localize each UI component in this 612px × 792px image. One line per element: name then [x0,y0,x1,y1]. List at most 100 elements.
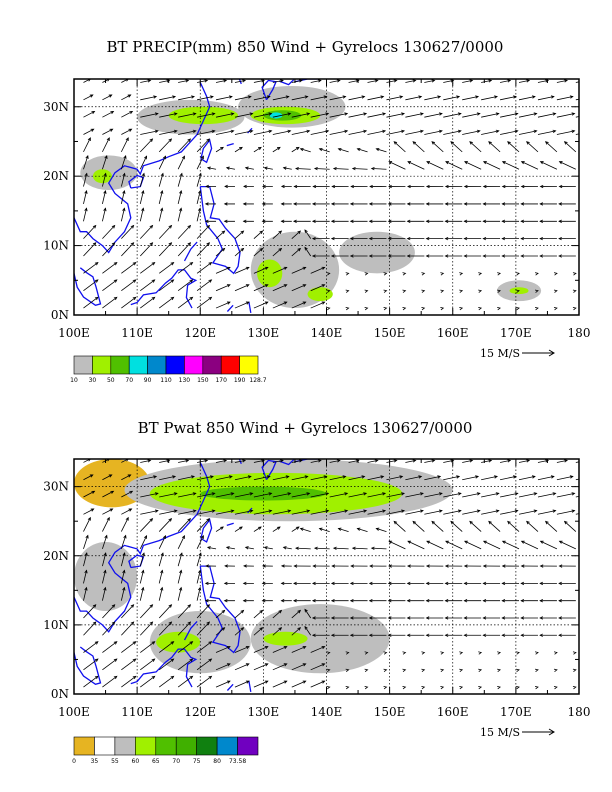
wind-vector [102,552,107,567]
wind-vector [83,155,89,170]
wind-vector-head [440,668,445,672]
wind-vector-head [558,184,563,189]
wind-vector-head [344,112,349,116]
wind-vector [272,492,291,498]
wind-vector-head [264,663,269,667]
wind-vector-head [168,604,173,608]
wind-vector-head [459,651,464,655]
wind-vector-head [520,254,525,258]
wind-vector-head [326,289,331,293]
wind-vector [291,610,301,619]
wind-vector-head [497,651,502,655]
map-panel-pwat: BT Pwat 850 Wind + Gyrelocs 130627/0000 1… [43,419,590,765]
wind-vector-head [103,172,107,177]
wind-vector-head [141,552,145,557]
wind-vector-head [192,129,197,134]
wind-vector-head [321,680,326,684]
wind-vector-head [369,184,373,189]
wind-vector [291,130,310,135]
wind-vector [443,79,454,83]
wind-vector-head [572,306,577,311]
wind-vector-head [558,616,562,620]
wind-vector-head [87,459,91,462]
wind-vector-head [151,658,156,662]
colorbar-label: 150 [197,377,209,384]
wind-vector-head [149,604,154,608]
colorbar-label: 55 [111,758,119,765]
wind-vector-head [259,627,264,631]
wind-vector-head [311,202,316,206]
wind-vector-head [464,540,468,544]
wind-vector [215,230,225,239]
wind-vector-head [311,581,316,586]
wind-vector-head [113,279,118,283]
vector-scale-label: 15 M/S [480,347,520,360]
wind-vector [329,476,346,481]
x-tick-label: 170E [500,326,532,340]
wind-vector-head [276,146,281,151]
wind-vector [139,208,144,222]
field-region [200,486,327,501]
wind-vector-head [191,95,195,99]
wind-vector-head [311,599,316,603]
wind-vector-head [383,272,388,276]
wind-vector [304,626,312,636]
wind-vector [253,146,262,153]
wind-vector [310,646,325,653]
wind-vector-head [569,475,574,479]
wind-vector [253,510,272,515]
wind-vector-head [170,279,175,283]
wind-vector [575,478,579,481]
wind-vector-head [364,289,369,293]
wind-vector-head [425,616,430,620]
wind-vector-head [108,94,113,98]
wind-vector-head [304,475,309,479]
wind-vector-head [370,546,375,550]
wind-vector [177,658,193,671]
wind-vector-head [293,184,298,189]
wind-vector [121,225,134,239]
wind-vector-head [539,184,544,189]
wind-vector [234,301,250,309]
wind-vector [412,521,425,532]
wind-vector [102,570,106,584]
wind-vector [83,242,97,257]
wind-vector-head [534,289,539,293]
wind-vector [215,627,225,636]
wind-vector [215,510,234,515]
wind-vector-head [444,202,449,206]
wind-vector [329,492,348,498]
wind-vector [159,476,176,481]
wind-vector-head [211,509,216,513]
wind-vector-head [228,475,233,479]
wind-vector-head [132,641,137,645]
coastline [226,142,234,147]
wind-vector [158,190,163,205]
wind-vector-head [302,284,307,288]
wind-vector [158,242,172,257]
wind-vector [177,552,183,567]
coastline [200,138,213,164]
wind-vector-head [208,641,213,645]
wind-vector [140,296,155,309]
wind-vector-head [204,202,209,206]
wind-vector-head [208,658,213,662]
wind-vector [304,229,312,239]
wind-vector [357,148,368,153]
wind-vector-head [160,552,164,557]
wind-vector-head [501,599,506,603]
wind-vector-head [349,254,354,258]
wind-vector-head [109,128,114,132]
wind-vector-head [321,663,326,667]
wind-vector-head [306,129,311,134]
wind-vector-head [261,581,266,586]
wind-vector-head [111,604,116,608]
wind-vector-head [168,621,173,626]
wind-vector [329,79,340,83]
wind-vector [158,587,163,601]
wind-vector-head [224,184,228,189]
wind-vector-head [168,138,173,142]
wind-vector-head [89,94,94,98]
wind-vector [121,111,133,118]
wind-vector-head [226,646,231,650]
